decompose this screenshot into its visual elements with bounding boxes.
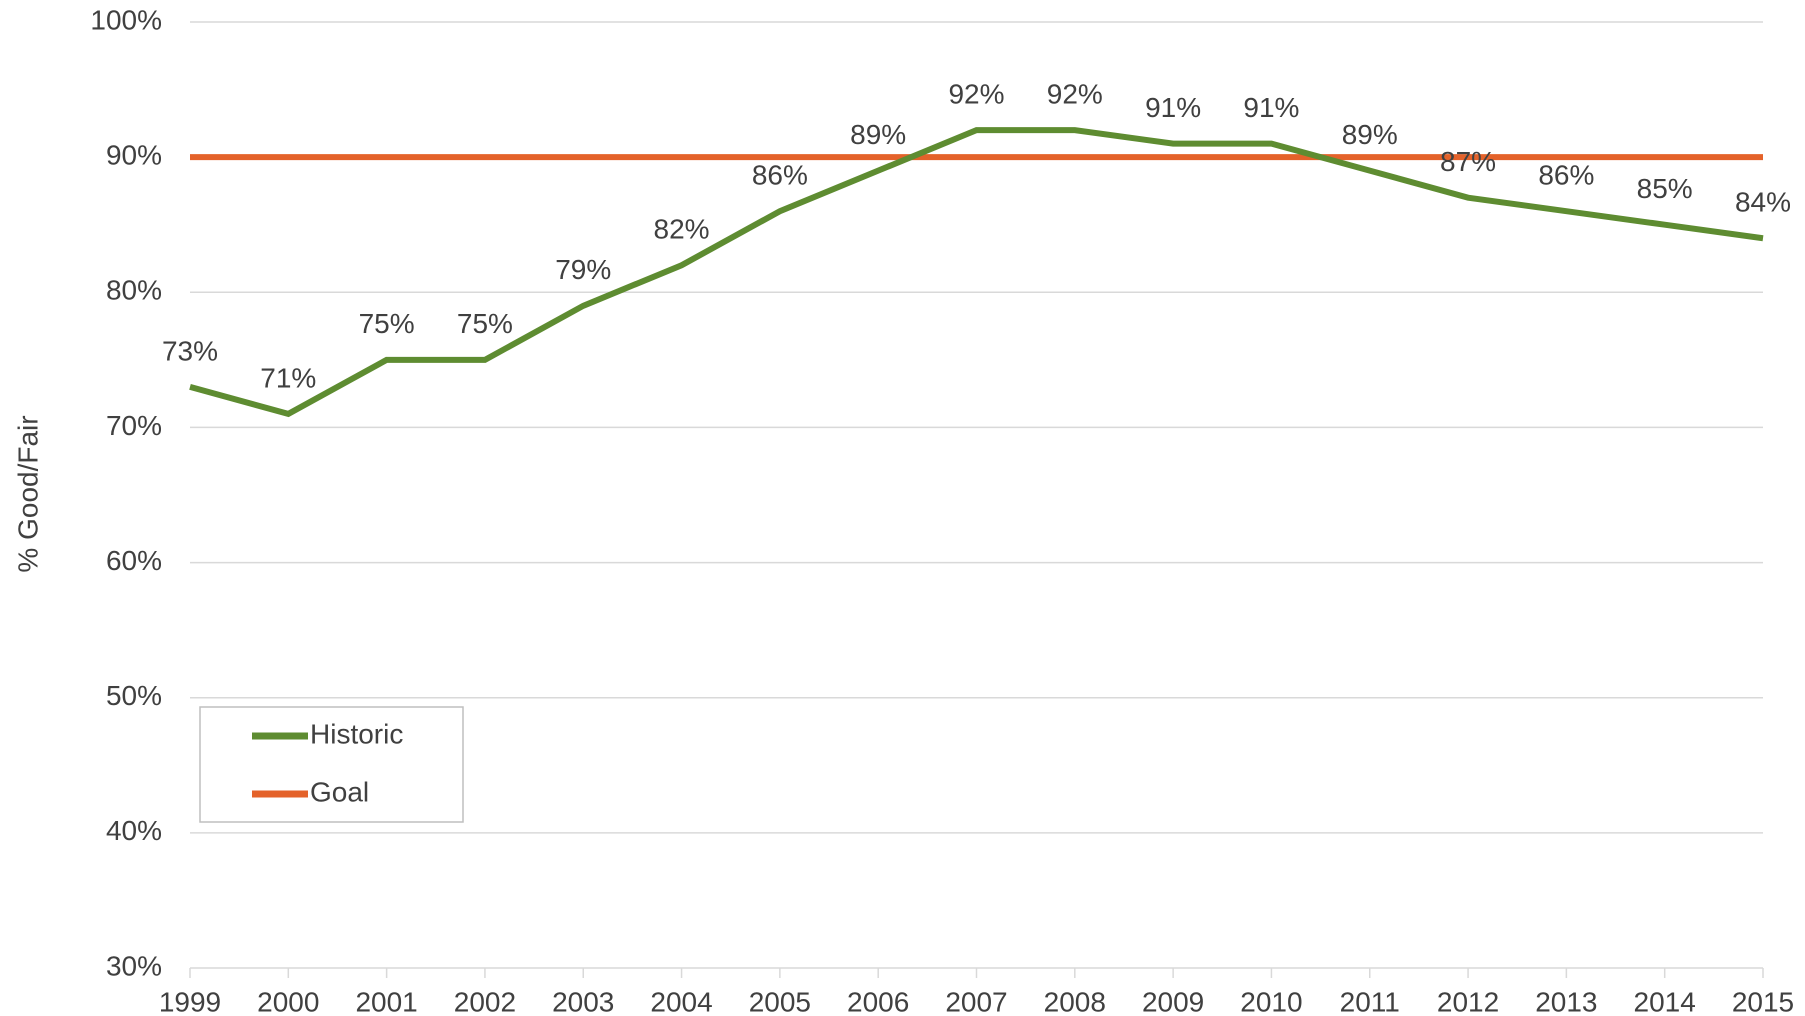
x-tick-label: 2002 (454, 986, 516, 1016)
data-label: 82% (654, 214, 710, 245)
y-axis-title: % Good/Fair (12, 415, 43, 572)
x-tick-label: 2003 (552, 986, 614, 1016)
legend-label: Historic (310, 718, 403, 749)
data-label: 84% (1735, 187, 1791, 218)
data-label: 92% (948, 79, 1004, 110)
legend-box (199, 706, 464, 823)
x-tick-label: 2005 (749, 986, 811, 1016)
data-label: 86% (752, 160, 808, 191)
y-tick-label: 90% (106, 140, 162, 171)
legend-label: Goal (310, 776, 369, 807)
x-tick-label: 2007 (945, 986, 1007, 1016)
x-tick-label: 2012 (1437, 986, 1499, 1016)
data-label: 91% (1145, 92, 1201, 123)
x-tick-label: 2000 (257, 986, 319, 1016)
y-tick-label: 70% (106, 410, 162, 441)
data-label: 71% (260, 362, 316, 393)
y-tick-label: 80% (106, 275, 162, 306)
y-tick-label: 30% (106, 950, 162, 981)
x-tick-label: 2013 (1535, 986, 1597, 1016)
y-tick-label: 50% (106, 680, 162, 711)
x-tick-label: 2001 (355, 986, 417, 1016)
x-tick-label: 2006 (847, 986, 909, 1016)
data-label: 91% (1243, 92, 1299, 123)
data-label: 87% (1440, 146, 1496, 177)
data-label: 85% (1637, 173, 1693, 204)
data-label: 75% (359, 308, 415, 339)
x-tick-label: 2008 (1044, 986, 1106, 1016)
x-tick-label: 2009 (1142, 986, 1204, 1016)
y-tick-label: 60% (106, 545, 162, 576)
data-label: 92% (1047, 79, 1103, 110)
data-label: 73% (162, 335, 218, 366)
data-label: 89% (1342, 119, 1398, 150)
x-tick-label: 2011 (1340, 986, 1400, 1016)
x-tick-label: 2010 (1240, 986, 1302, 1016)
line-series (189, 127, 1764, 418)
x-tick-label: 1999 (159, 986, 221, 1016)
x-tick-label: 2015 (1732, 986, 1794, 1016)
y-tick-label: 100% (90, 4, 162, 35)
data-label: 79% (555, 254, 611, 285)
data-label: 89% (850, 119, 906, 150)
data-label: 86% (1538, 160, 1594, 191)
x-tick-label: 2004 (650, 986, 712, 1016)
y-tick-label: 40% (106, 815, 162, 846)
data-label: 75% (457, 308, 513, 339)
x-tick-label: 2014 (1634, 986, 1696, 1016)
